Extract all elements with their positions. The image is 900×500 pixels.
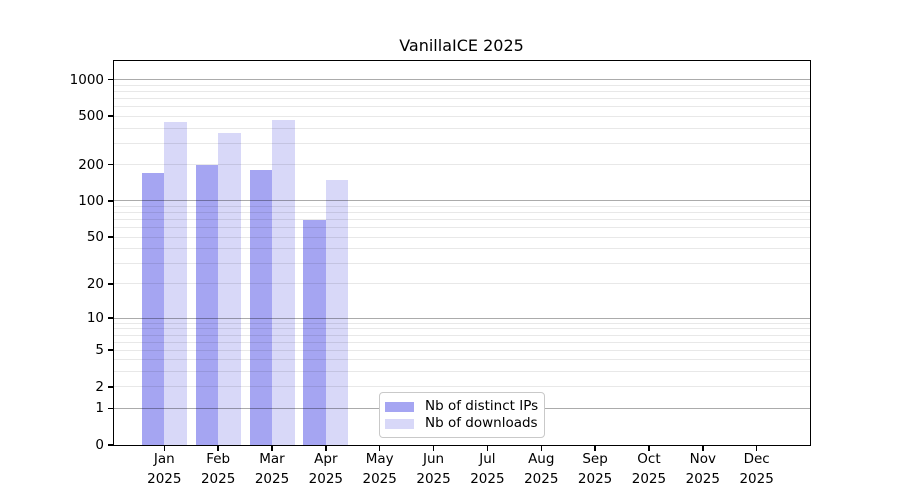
x-tick-mark	[163, 445, 166, 452]
gridline	[113, 349, 811, 351]
legend-swatch-distinct-ips-icon	[385, 401, 414, 412]
legend-label-distinct-ips: Nb of distinct IPs	[425, 398, 539, 414]
x-tick-mark	[271, 445, 273, 452]
y-tick-mark	[107, 349, 113, 351]
y-tick-mark	[107, 78, 113, 81]
gridline	[113, 200, 811, 202]
chart-title: VanillaICE 2025	[399, 36, 524, 55]
x-tick-mark	[702, 445, 704, 452]
x-tick-label-jun: Jun 2025	[416, 451, 451, 487]
gridline	[113, 219, 811, 221]
x-tick-mark	[755, 445, 758, 452]
y-tick-label-200: 200	[78, 156, 104, 173]
y-tick-mark	[107, 200, 113, 202]
x-tick-mark	[325, 445, 327, 452]
gridline	[113, 322, 811, 324]
legend-label-downloads: Nb of downloads	[425, 415, 538, 431]
y-tick-mark	[107, 317, 113, 319]
y-tick-mark	[107, 115, 113, 117]
gridline	[113, 115, 811, 117]
legend: Nb of distinct IPs Nb of downloads	[379, 392, 545, 438]
gridline	[113, 359, 811, 361]
y-tick-label-500: 500	[78, 108, 104, 125]
x-tick-label-aug: Aug 2025	[524, 451, 559, 487]
y-tick-label-2: 2	[95, 378, 104, 395]
y-tick-label-0: 0	[95, 437, 104, 453]
x-tick-label-oct: Oct 2025	[631, 451, 667, 487]
gridline	[113, 341, 811, 343]
bar-mar-distinct-ips	[249, 170, 272, 445]
y-tick-label-1: 1	[95, 400, 104, 417]
y-tick-mark	[107, 163, 113, 166]
x-tick-label-jan: Jan 2025	[147, 451, 182, 487]
x-tick-mark	[432, 445, 435, 452]
gridline	[113, 371, 811, 373]
y-tick-label-1000: 1000	[69, 71, 104, 88]
bar-jan-distinct-ips	[141, 173, 165, 445]
bar-jan-downloads	[164, 122, 187, 445]
bar-feb-distinct-ips	[195, 164, 219, 445]
x-tick-label-may: May 2025	[362, 451, 397, 487]
gridline	[113, 317, 811, 319]
x-tick-mark	[540, 445, 542, 452]
gridline	[113, 164, 811, 166]
y-tick-label-50: 50	[86, 229, 104, 246]
gridline	[113, 205, 811, 207]
gridline	[113, 283, 811, 285]
x-tick-label-nov: Nov 2025	[685, 451, 720, 487]
gridline	[113, 334, 811, 336]
legend-swatch-downloads-icon	[385, 418, 414, 429]
bar-mar-downloads	[272, 120, 295, 445]
y-tick-label-100: 100	[78, 192, 104, 209]
y-tick-label-20: 20	[86, 275, 104, 292]
x-tick-label-sep: Sep 2025	[577, 451, 613, 487]
x-tick-label-mar: Mar 2025	[254, 451, 290, 487]
y-tick-label-5: 5	[95, 342, 104, 359]
gridline	[113, 142, 811, 144]
y-tick-label-10: 10	[86, 310, 104, 327]
gridline	[113, 106, 811, 108]
x-tick-mark	[486, 445, 489, 452]
y-tick-mark	[107, 407, 113, 410]
gridline	[113, 212, 811, 214]
gridline	[113, 236, 811, 238]
y-tick-mark	[107, 386, 113, 388]
plot-area-frame	[113, 60, 811, 446]
x-tick-label-dec: Dec 2025	[739, 451, 774, 487]
gridline	[113, 79, 811, 81]
legend-item-downloads: Nb of downloads	[385, 415, 538, 431]
gridline	[113, 97, 811, 99]
x-tick-mark	[378, 445, 381, 452]
x-tick-mark	[217, 445, 219, 452]
y-tick-mark	[107, 236, 113, 238]
bar-apr-downloads	[325, 179, 349, 445]
x-tick-mark	[648, 445, 650, 452]
gridline	[113, 90, 811, 92]
bar-apr-distinct-ips	[303, 219, 326, 445]
x-tick-label-jul: Jul 2025	[470, 451, 505, 487]
x-tick-mark	[594, 445, 596, 452]
gridline	[113, 227, 811, 229]
gridline	[113, 84, 811, 86]
bar-feb-downloads	[218, 132, 241, 445]
gridline	[113, 328, 811, 330]
y-tick-mark	[107, 283, 113, 285]
gridline	[113, 248, 811, 250]
x-tick-label-feb: Feb 2025	[200, 451, 236, 487]
y-tick-mark	[107, 444, 113, 446]
gridline	[113, 262, 811, 264]
x-tick-label-apr: Apr 2025	[308, 451, 344, 487]
gridline	[113, 127, 811, 129]
gridline	[113, 386, 811, 388]
legend-item-distinct-ips: Nb of distinct IPs	[385, 398, 539, 414]
